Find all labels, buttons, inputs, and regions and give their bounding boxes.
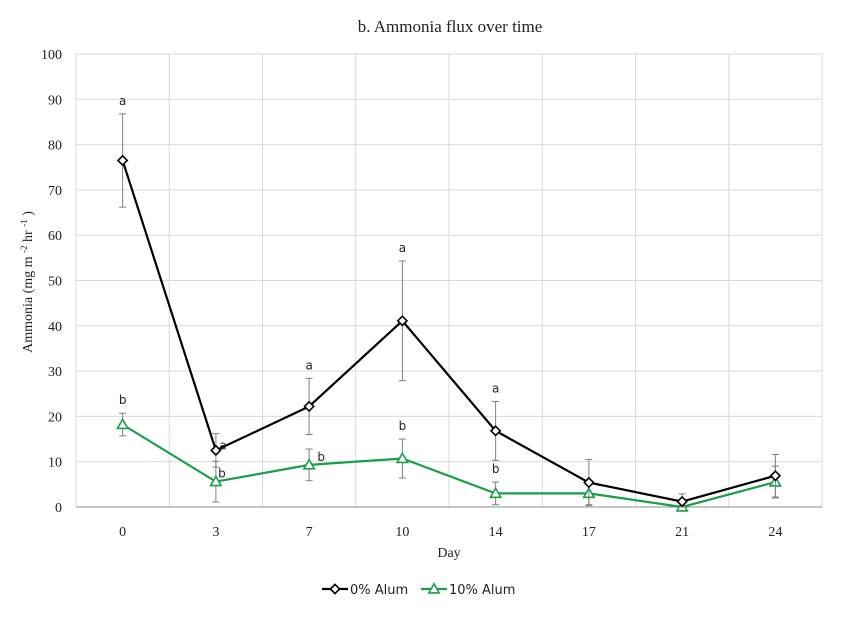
y-tick-label: 0	[55, 501, 62, 516]
significance-label: b	[119, 393, 127, 407]
legend-label: 0% Alum	[350, 583, 408, 598]
x-tick-label: 17	[582, 525, 596, 540]
y-tick-label: 20	[48, 410, 62, 425]
significance-label: a	[492, 381, 499, 395]
data-point	[302, 458, 316, 470]
data-point	[209, 474, 223, 487]
data-point	[769, 470, 782, 482]
axes: 0 10 20 30 40 50 60 70 80 90 100 0 3 7 10 14 17 21 24	[41, 48, 822, 540]
legend-item-zero-alum: 0% Alum	[322, 583, 408, 598]
y-tick-label: 10	[48, 456, 62, 471]
significance-label: b	[218, 467, 226, 481]
y-tick-label: 70	[48, 184, 62, 199]
x-axis-label: Day	[437, 546, 460, 561]
x-tick-label: 3	[212, 525, 219, 540]
legend-label: 10% Alum	[449, 583, 515, 598]
y-tick-label: 50	[48, 275, 62, 290]
x-tick-label: 0	[119, 525, 126, 540]
legend-marker	[329, 583, 341, 595]
data-point	[396, 315, 409, 327]
significance-label: a	[305, 358, 312, 372]
legend-marker	[427, 582, 441, 594]
data-point	[116, 154, 129, 167]
x-tick-label: 7	[306, 525, 313, 540]
y-axis-label-superscript-1: -2	[19, 245, 29, 253]
y-axis-label-superscript-2: -1	[19, 219, 29, 227]
y-axis-label-end: )	[21, 211, 36, 216]
x-tick-label: 14	[489, 525, 503, 540]
data-point	[676, 495, 688, 508]
series-ten-alum: b b b b b	[116, 393, 782, 512]
y-axis-label-main: Ammonia (mg m	[21, 256, 36, 353]
gridlines	[75, 53, 823, 508]
series-line	[122, 423, 776, 509]
y-tick-label: 90	[48, 93, 62, 108]
series-line	[121, 160, 776, 503]
data-point	[583, 476, 595, 489]
data-point	[116, 417, 130, 430]
data-point	[489, 425, 502, 437]
significance-label: a	[219, 439, 226, 453]
x-tick-label: 24	[768, 525, 782, 540]
y-tick-label: 100	[41, 48, 62, 63]
legend-item-ten-alum: 10% Alum	[421, 582, 515, 598]
chart-title: b. Ammonia flux over time	[358, 17, 543, 36]
x-tick-label: 10	[395, 525, 409, 540]
y-tick-label: 40	[48, 320, 62, 335]
y-tick-label: 30	[48, 365, 62, 380]
data-point	[303, 400, 315, 413]
y-axis-label: Ammonia (mg m -2 hr -1 )	[16, 211, 36, 353]
data-point	[489, 486, 503, 499]
significance-label: b	[317, 450, 325, 464]
x-tick-label: 21	[675, 525, 689, 540]
significance-label: b	[492, 462, 500, 476]
data-point	[395, 451, 409, 464]
y-tick-label: 80	[48, 139, 62, 154]
significance-label: b	[399, 419, 407, 433]
data-point	[210, 444, 222, 457]
significance-label: a	[119, 94, 126, 108]
y-tick-label: 60	[48, 229, 62, 244]
legend: 0% Alum 10% Alum	[322, 582, 515, 598]
significance-label: a	[399, 241, 406, 255]
y-axis-label-middle: hr	[21, 230, 36, 242]
series-zero-alum: a a a a a	[116, 94, 782, 508]
